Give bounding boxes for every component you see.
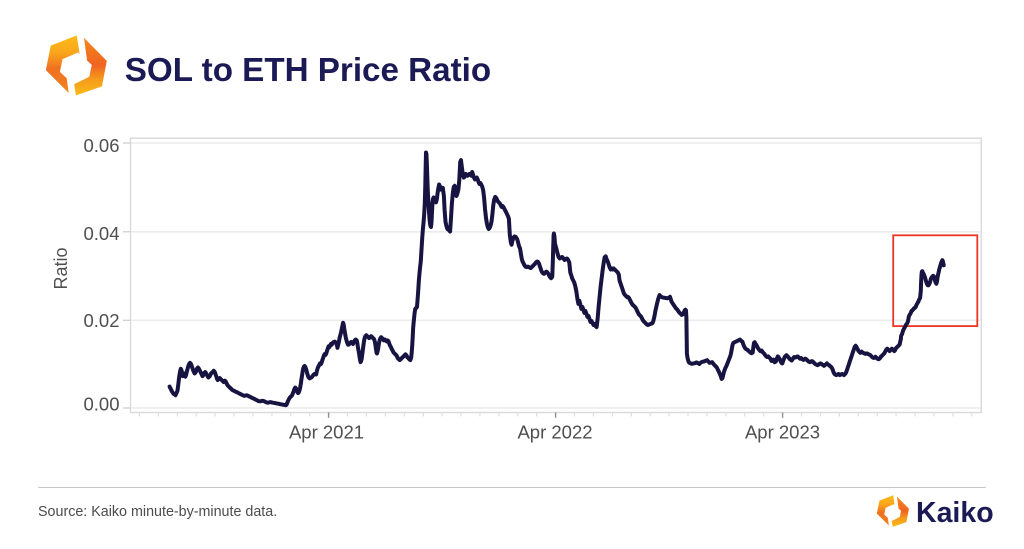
svg-text:Apr 2023: Apr 2023 [745, 422, 820, 443]
svg-text:Ratio: Ratio [51, 247, 71, 289]
svg-text:0.06: 0.06 [83, 135, 119, 156]
svg-text:Source: Kaiko minute-by-minute: Source: Kaiko minute-by-minute data. [38, 504, 277, 520]
svg-text:Apr 2022: Apr 2022 [517, 422, 592, 443]
svg-text:0.02: 0.02 [83, 310, 119, 331]
svg-text:Apr 2021: Apr 2021 [289, 422, 364, 443]
svg-text:SOL to ETH Price Ratio: SOL to ETH Price Ratio [125, 52, 491, 89]
svg-text:0.04: 0.04 [83, 223, 119, 244]
svg-text:Kaiko: Kaiko [916, 497, 994, 529]
svg-text:0.00: 0.00 [83, 393, 119, 414]
